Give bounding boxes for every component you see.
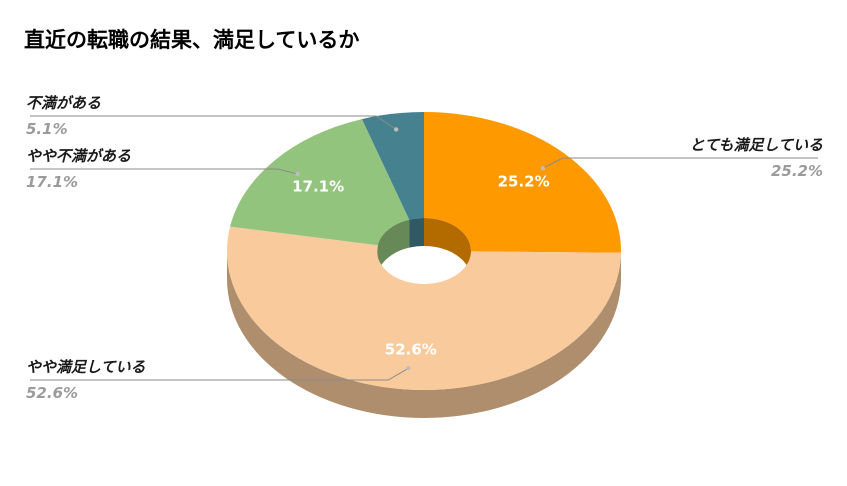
slice-2-leader-dot xyxy=(295,171,300,177)
slice-3-value-label: 5.1% xyxy=(26,120,68,138)
slice-2-inner-wall xyxy=(377,219,410,274)
slice-0 xyxy=(424,112,621,253)
slice-2-value-label: 17.1% xyxy=(26,173,78,191)
slice-1-name-label: やや満足している xyxy=(26,358,146,376)
slice-3-leader-dot xyxy=(393,127,399,132)
slice-3-leader-line xyxy=(30,115,397,130)
slice-1 xyxy=(226,226,621,391)
slice-3 xyxy=(361,112,424,220)
slice-1-value-label: 52.6% xyxy=(26,384,78,402)
slice-1-inner-label: 52.6% xyxy=(385,340,437,358)
slice-1-side xyxy=(227,251,621,418)
slice-2-name-label: やや不満がある xyxy=(26,147,131,165)
slice-0-inner-wall xyxy=(424,218,471,279)
slice-2 xyxy=(230,119,410,246)
slice-2-leader-line xyxy=(30,168,298,175)
slice-0-name-label: とても満足している xyxy=(690,136,823,154)
slice-3-name-label: 不満がある xyxy=(26,94,101,112)
slice-2-inner-label: 17.1% xyxy=(292,177,344,195)
leader-lines xyxy=(30,115,818,381)
slice-0-value-label: 25.2% xyxy=(771,162,823,180)
doughnut-hole xyxy=(377,218,471,279)
slice-0-leader-dot xyxy=(540,166,546,171)
data-labels: 25.2% 52.6% 17.1% とても満足している 25.2% やや満足している 52.… xyxy=(26,94,823,402)
slice-0-inner-label: 25.2% xyxy=(498,173,550,191)
chart-title: 直近の転職の結果、満足しているか xyxy=(24,28,360,52)
slice-tops xyxy=(226,112,621,391)
slice-3-inner-wall xyxy=(409,218,424,248)
slice-1-leader-line xyxy=(30,367,409,381)
slice-sides xyxy=(227,251,621,418)
slice-1-leader-dot xyxy=(406,366,411,371)
slice-0-leader-line xyxy=(542,157,818,169)
